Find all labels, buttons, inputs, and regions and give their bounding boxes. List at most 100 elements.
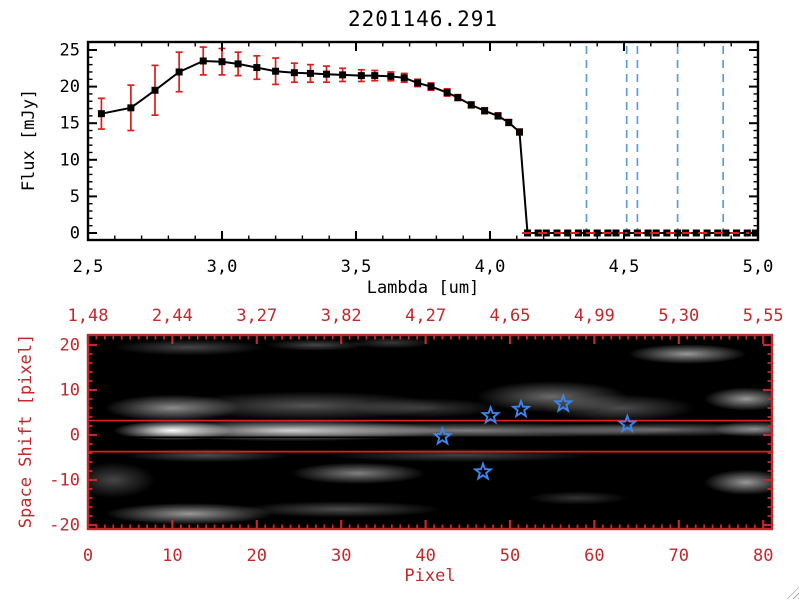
heatmap-axis-box bbox=[86, 333, 774, 531]
space-shift-tick-label: 0 bbox=[70, 426, 80, 446]
spectrum-point bbox=[175, 68, 183, 76]
spectrum-point bbox=[494, 112, 502, 120]
blob bbox=[104, 503, 274, 525]
pixel-tick-label: 20 bbox=[247, 546, 267, 566]
y-tick-label: 15 bbox=[60, 114, 80, 134]
spectrum-point bbox=[97, 110, 105, 118]
spectrum-point bbox=[454, 94, 462, 102]
y-tick-label: 0 bbox=[70, 224, 80, 244]
pixel-tick-label: 80 bbox=[753, 546, 773, 566]
spectrum-point bbox=[400, 74, 408, 82]
pixel-tick-label: 70 bbox=[669, 546, 689, 566]
x-tick-label: 4,0 bbox=[475, 257, 506, 277]
blob bbox=[628, 344, 747, 364]
space-shift-tick-label: -20 bbox=[49, 516, 80, 536]
spectrum-point bbox=[387, 72, 395, 80]
wavelength-tick-label: 5,55 bbox=[743, 306, 784, 326]
wavelength-tick-label: 5,30 bbox=[658, 306, 699, 326]
space-shift-tick-label: -10 bbox=[49, 471, 80, 491]
wavelength-tick-label: 1,48 bbox=[68, 306, 109, 326]
spectrum-point bbox=[481, 107, 489, 115]
star-marker bbox=[616, 413, 638, 434]
flux-axis-title: Flux [mJy] bbox=[19, 88, 39, 192]
error-bars bbox=[97, 46, 759, 236]
spectrum-point bbox=[218, 58, 226, 66]
wavelength-tick-label: 3,27 bbox=[236, 306, 277, 326]
wavelength-tick-label: 4,27 bbox=[405, 306, 446, 326]
y-tick-label: 25 bbox=[60, 41, 80, 61]
spectrum-point bbox=[290, 69, 298, 77]
spectrum-point bbox=[644, 229, 652, 237]
spectrum-point bbox=[427, 83, 435, 91]
spectrum-point bbox=[414, 79, 422, 87]
star-marker bbox=[480, 404, 502, 425]
blob bbox=[349, 336, 434, 349]
blob bbox=[265, 339, 367, 351]
blob bbox=[113, 339, 266, 356]
pixel-tick-label: 30 bbox=[331, 546, 351, 566]
spectrum-point bbox=[272, 67, 280, 75]
x-tick-label: 3,0 bbox=[207, 257, 238, 277]
plot-title: 2201146.291 bbox=[347, 7, 499, 31]
blob bbox=[239, 501, 443, 518]
star-marker bbox=[510, 398, 532, 419]
x-tick-label: 3,5 bbox=[341, 257, 372, 277]
spectrum-point bbox=[443, 88, 451, 96]
spectrum-point bbox=[564, 229, 572, 237]
spectrum-axis-box bbox=[86, 40, 760, 242]
blob bbox=[543, 394, 696, 422]
space-shift-tick-label: 20 bbox=[60, 336, 80, 356]
spectrum-point bbox=[127, 104, 135, 112]
y-tick-label: 20 bbox=[60, 77, 80, 97]
pixel-axis-title: Pixel bbox=[404, 566, 456, 586]
y-tick-label: 5 bbox=[70, 187, 80, 207]
blob bbox=[324, 448, 595, 463]
wavelength-tick-label: 3,82 bbox=[321, 306, 362, 326]
spectrum-point bbox=[323, 70, 331, 78]
star-marker bbox=[472, 460, 494, 481]
spectrum-point bbox=[339, 71, 347, 79]
spectrum-point bbox=[234, 60, 242, 68]
star-marker bbox=[552, 393, 574, 413]
pixel-tick-label: 40 bbox=[415, 546, 435, 566]
spectrum-point bbox=[371, 72, 379, 80]
spectrum-point bbox=[722, 229, 730, 237]
pixel-tick-label: 50 bbox=[500, 546, 520, 566]
pixel-tick-label: 10 bbox=[162, 546, 182, 566]
wavelength-tick-label: 4,99 bbox=[574, 306, 615, 326]
pixel-tick-label: 60 bbox=[584, 546, 604, 566]
x-tick-label: 4,5 bbox=[609, 257, 640, 277]
blob bbox=[349, 398, 502, 418]
heatmap-blobs bbox=[88, 336, 772, 525]
blob bbox=[526, 422, 772, 437]
blob bbox=[290, 462, 426, 485]
spectrum-point bbox=[199, 57, 207, 65]
blob bbox=[526, 491, 629, 505]
space-shift-axis-title: Space Shift [pixel] bbox=[16, 333, 36, 529]
spectrum-point bbox=[467, 101, 475, 109]
y-tick-label: 10 bbox=[60, 150, 80, 170]
x-tick-label: 2,5 bbox=[73, 257, 104, 277]
pixel-tick-label: 0 bbox=[83, 546, 93, 566]
x-tick-label: 5,0 bbox=[743, 257, 774, 277]
spectrum-point bbox=[505, 118, 513, 126]
spectrum-point bbox=[674, 229, 682, 237]
spectrum-point bbox=[692, 229, 700, 237]
spectrum-point bbox=[515, 128, 523, 136]
blob bbox=[121, 448, 291, 463]
spectrum-point bbox=[151, 86, 159, 94]
blob bbox=[704, 469, 772, 495]
blob bbox=[88, 462, 156, 498]
blob bbox=[704, 387, 772, 411]
wavelength-tick-label: 4,65 bbox=[490, 306, 531, 326]
space-shift-tick-label: 10 bbox=[60, 381, 80, 401]
spectrum-point bbox=[357, 72, 365, 80]
lambda-axis-title: Lambda [um] bbox=[366, 278, 480, 298]
star-marker bbox=[432, 425, 453, 446]
spectrum-points bbox=[97, 57, 759, 237]
blob bbox=[712, 421, 772, 438]
spectrum-point bbox=[612, 229, 620, 237]
wavelength-tick-label: 2,44 bbox=[152, 306, 193, 326]
spectrum-point bbox=[593, 229, 601, 237]
